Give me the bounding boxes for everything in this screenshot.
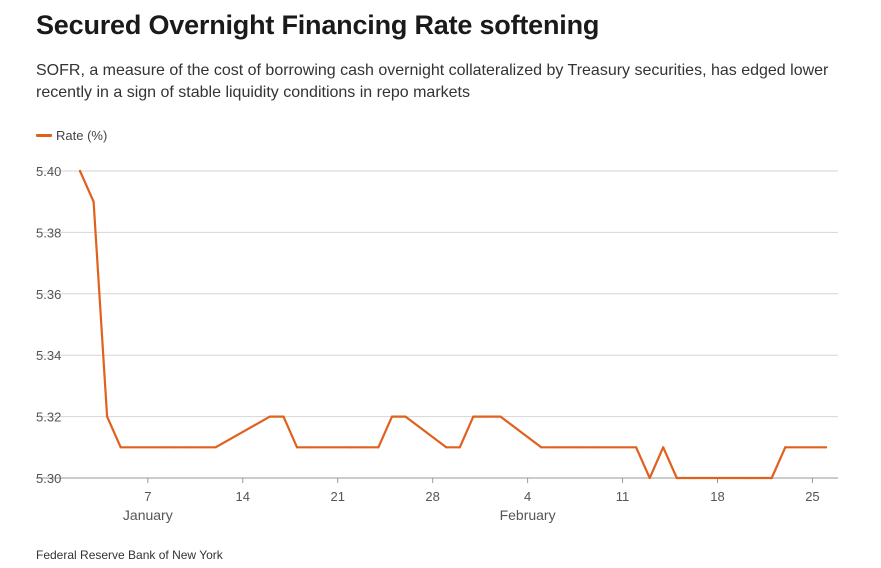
data-point <box>485 415 489 418</box>
x-month-label: February <box>500 507 556 523</box>
data-point <box>268 415 271 418</box>
data-point <box>662 446 665 449</box>
data-point <box>106 415 109 418</box>
data-point <box>458 446 461 449</box>
legend-label: Rate (%) <box>56 128 108 143</box>
data-point <box>282 415 285 418</box>
x-tick-label: 21 <box>330 489 344 504</box>
x-tick-label: 11 <box>616 489 630 504</box>
x-tick-label: 7 <box>144 489 151 504</box>
data-point <box>689 476 692 480</box>
data-point <box>350 446 353 449</box>
x-month-label: January <box>123 507 173 523</box>
y-tick-label: 5.34 <box>36 348 61 363</box>
data-point <box>743 476 746 480</box>
legend: Rate (%) <box>36 128 107 143</box>
y-axis-ticks: 5.40 5.38 5.36 5.34 5.32 5.30 <box>36 164 61 486</box>
data-point <box>675 476 678 480</box>
data-point <box>580 446 583 449</box>
data-point <box>770 476 773 480</box>
data-point <box>78 169 82 173</box>
x-tick-label: 28 <box>425 489 439 504</box>
x-axis-ticks: 7 January 14 21 28 4 February 11 18 25 <box>123 478 820 523</box>
y-tick-label: 5.40 <box>36 164 61 179</box>
x-tick-label: 4 <box>524 489 531 504</box>
data-point <box>553 446 556 449</box>
gridlines <box>36 170 838 479</box>
data-point <box>594 446 597 449</box>
data-point <box>540 446 543 449</box>
data-point <box>445 446 448 449</box>
data-point <box>187 446 190 449</box>
data-point <box>824 446 828 449</box>
data-point <box>648 476 651 480</box>
data-point <box>499 415 502 418</box>
data-point <box>757 476 760 480</box>
data-point <box>173 446 177 449</box>
data-point <box>472 415 475 418</box>
data-point <box>390 415 394 418</box>
chart-title: Secured Overnight Financing Rate softeni… <box>36 10 600 40</box>
data-point <box>567 446 570 449</box>
data-point <box>404 415 407 418</box>
data-point <box>295 446 299 449</box>
chart-subtitle: SOFR, a measure of the cost of borrowing… <box>36 62 829 101</box>
series-layer <box>78 169 828 480</box>
x-tick-label: 25 <box>805 489 819 504</box>
data-point <box>160 446 163 449</box>
data-point <box>92 200 95 203</box>
data-point <box>200 446 204 449</box>
data-point <box>635 446 638 449</box>
source-note: Federal Reserve Bank of New York <box>36 548 223 562</box>
legend-swatch <box>36 134 52 137</box>
x-tick-label: 14 <box>236 489 250 504</box>
data-point <box>309 446 312 449</box>
data-point <box>363 446 366 449</box>
y-tick-label: 5.38 <box>36 225 61 240</box>
data-point <box>119 446 122 449</box>
x-tick-label: 18 <box>710 489 724 504</box>
y-tick-label: 5.30 <box>36 471 61 486</box>
data-point <box>377 446 380 449</box>
y-tick-label: 5.32 <box>36 410 61 425</box>
series-line-rate <box>78 169 828 480</box>
y-tick-label: 5.36 <box>36 287 61 302</box>
data-point <box>784 446 787 449</box>
data-point <box>214 446 217 449</box>
line-chart: 5.40 5.38 5.36 5.34 5.32 5.30 7 January 14 21 28 4… <box>36 164 838 523</box>
